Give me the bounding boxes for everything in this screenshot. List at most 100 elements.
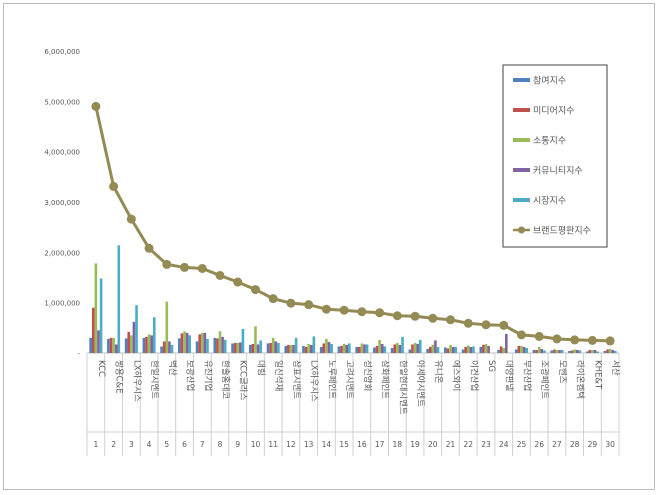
bar xyxy=(446,348,450,353)
bar xyxy=(380,343,384,353)
bar xyxy=(284,345,288,353)
x-category-label: 에스와이 xyxy=(451,360,462,391)
x-category-label: 라이온켐텍 xyxy=(575,360,586,399)
bar xyxy=(484,343,488,353)
y-tick-label: 4,000,000 xyxy=(44,149,80,157)
bar xyxy=(537,346,541,353)
bar xyxy=(591,349,594,353)
y-tick-label: 6,000,000 xyxy=(44,48,80,56)
bar xyxy=(213,337,217,353)
line-point xyxy=(268,294,278,304)
x-category-label: SG xyxy=(486,360,496,372)
line-point xyxy=(321,304,331,314)
bar xyxy=(348,343,351,353)
bar xyxy=(543,350,546,353)
line-point xyxy=(587,335,597,345)
line-point xyxy=(304,300,314,310)
x-category-label: 한솔홈데코 xyxy=(220,360,231,399)
bar xyxy=(178,338,181,353)
x-category-number: 27 xyxy=(552,440,562,449)
bar xyxy=(254,326,257,353)
bar xyxy=(165,301,169,353)
bar xyxy=(578,350,582,353)
legend-swatch xyxy=(513,78,530,82)
bar xyxy=(94,263,98,353)
bar xyxy=(390,347,394,353)
legend-swatch xyxy=(513,198,530,202)
bar xyxy=(185,332,189,353)
bar xyxy=(517,345,521,353)
line-point xyxy=(552,334,562,344)
line-point xyxy=(126,214,136,224)
bar xyxy=(398,344,402,353)
y-axis-labels: - 1,000,000 2,000,000 3,000,000 4,000,000 5,0… xyxy=(44,48,80,358)
bar xyxy=(216,338,219,353)
x-axis-labels: KCC 1 쌍용C&E 2 LX하우시스 3 한일시멘트 4 벽산 5 보광산업 6 유진기업 7 한솔홈데… xyxy=(93,360,621,449)
x-category-number: 11 xyxy=(268,440,278,449)
bar xyxy=(319,346,323,353)
bar xyxy=(97,330,100,353)
bar xyxy=(269,342,272,353)
legend-label: 브랜드평판지수 xyxy=(533,226,591,237)
bar xyxy=(393,344,397,353)
bar xyxy=(304,346,308,353)
x-category-number: 13 xyxy=(304,440,314,449)
bar xyxy=(614,350,617,353)
y-tick-label: 5,000,000 xyxy=(44,98,80,106)
x-category-label: LX하우시스 xyxy=(131,360,142,402)
legend-swatch xyxy=(513,108,530,112)
line-point xyxy=(233,277,243,287)
legend-label: 참여지수 xyxy=(533,75,566,87)
bar xyxy=(568,350,571,353)
x-category-number: 24 xyxy=(499,440,509,449)
bar xyxy=(416,343,419,353)
bar xyxy=(466,345,470,353)
bar xyxy=(514,349,518,353)
line-point xyxy=(446,315,456,325)
x-category-label: 유진기업 xyxy=(202,360,213,391)
y-tick-label: 2,000,000 xyxy=(44,249,80,257)
x-category-label: 쌍용C&E xyxy=(114,360,125,394)
x-category-label: 부산산업 xyxy=(521,360,532,391)
bar xyxy=(271,337,275,353)
x-category-label: 일신석재 xyxy=(273,360,284,391)
line-point xyxy=(286,298,296,308)
bar xyxy=(383,346,387,353)
line-point xyxy=(250,285,260,295)
x-category-label: 한일시멘트 xyxy=(149,360,159,399)
legend-label: 시장지수 xyxy=(533,196,566,207)
legend-swatch-marker xyxy=(518,226,525,234)
line-point xyxy=(428,313,438,323)
bar xyxy=(127,331,131,353)
bar xyxy=(130,335,133,353)
x-category-label: KCC글라스 xyxy=(238,360,248,401)
bar xyxy=(401,336,404,353)
y-tick-label: 3,000,000 xyxy=(44,199,80,207)
bar xyxy=(550,350,554,353)
bar xyxy=(525,347,528,353)
line-point xyxy=(516,330,526,340)
line-point xyxy=(357,307,367,317)
bar xyxy=(505,333,508,353)
bar xyxy=(200,332,204,353)
x-category-number: 19 xyxy=(410,440,420,449)
bar xyxy=(233,342,237,353)
x-category-number: 18 xyxy=(393,440,403,449)
x-category-number: 3 xyxy=(129,440,134,449)
x-category-number: 7 xyxy=(200,440,205,449)
bar xyxy=(461,349,465,353)
bar xyxy=(373,347,376,353)
bar xyxy=(497,349,500,353)
x-category-label: KCC xyxy=(96,360,106,377)
line-point xyxy=(162,259,172,269)
bar xyxy=(124,338,128,353)
bar xyxy=(411,344,414,353)
bar xyxy=(593,349,597,353)
bar xyxy=(183,331,186,353)
bar xyxy=(558,349,561,353)
bar xyxy=(340,345,343,353)
bar xyxy=(160,346,163,353)
bar xyxy=(168,341,171,353)
x-category-number: 29 xyxy=(588,440,598,449)
x-category-label: 대양판넬 xyxy=(504,360,515,391)
